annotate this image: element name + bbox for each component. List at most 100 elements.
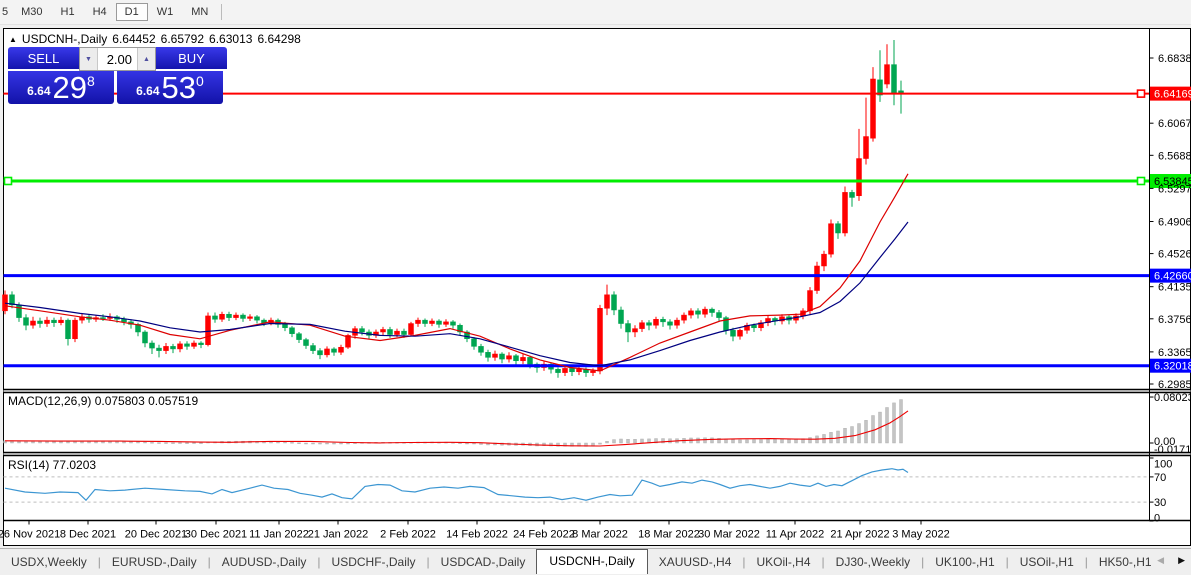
macd-histogram-bar [297, 442, 301, 444]
macd-axis-max: 0.08023 [1154, 392, 1191, 404]
level-marker[interactable] [3, 176, 13, 186]
macd-histogram-bar [143, 441, 147, 444]
buy-button[interactable]: BUY [156, 47, 227, 71]
rsi-axis-label: 70 [1154, 472, 1166, 484]
timeframe-button-MN[interactable]: MN [191, 6, 209, 18]
date-label: 3 May 2022 [892, 529, 949, 541]
chart-tab-hk50-h1[interactable]: HK50-,H1 [1098, 555, 1152, 569]
chart-tab-usdchf-daily[interactable]: USDCHF-,Daily [331, 555, 416, 569]
date-label: 8 Mar 2022 [572, 529, 628, 541]
macd-histogram-bar [717, 437, 721, 444]
chevron-down-icon: ▼ [85, 55, 92, 63]
ohlc-high: 6.65792 [160, 32, 205, 46]
candle-body [716, 312, 722, 318]
macd-histogram-bar [136, 441, 140, 444]
candle-body [842, 192, 848, 234]
macd-histogram-bar [773, 439, 777, 444]
candle-body [807, 290, 813, 312]
candle-body [744, 324, 750, 331]
chart-tab-uk100-h1[interactable]: UK100-,H1 [935, 555, 995, 569]
macd-histogram-bar [318, 442, 322, 445]
candle-body [576, 368, 582, 373]
candle-body [737, 330, 743, 337]
candle-body [471, 338, 477, 347]
candle-body [849, 192, 855, 198]
candle-body [100, 317, 106, 319]
chart-tab-xauusd-h4[interactable]: XAUUSD-,H4 [658, 555, 732, 569]
price-axis-label: 6.49060 [1158, 216, 1191, 228]
macd-histogram-bar [598, 442, 602, 445]
candle-body [282, 324, 288, 329]
date-label: 26 Nov 2021 [0, 529, 60, 541]
candle-body [730, 330, 736, 337]
candle-body [387, 329, 393, 335]
candle-body [562, 368, 568, 373]
level-marker[interactable] [1136, 89, 1146, 98]
macd-histogram-bar [549, 442, 553, 447]
timeframe-button-H4[interactable]: H4 [92, 6, 107, 18]
timeframe-button-M30[interactable]: M30 [21, 6, 43, 18]
volume-stepper: ▼ 2.00 ▲ [79, 47, 156, 71]
timeframe-button-H1[interactable]: H1 [60, 6, 75, 18]
chart-tab-usdcad-daily[interactable]: USDCAD-,Daily [440, 555, 526, 569]
candle-body [429, 320, 435, 324]
candle-body [870, 78, 876, 139]
candle-body [72, 319, 78, 340]
candle-body [51, 319, 57, 323]
panel-gap [3, 389, 1191, 393]
macd-histogram-bar [759, 439, 763, 444]
buy-price-prefix: 6.64 [136, 84, 160, 98]
candle-body [863, 136, 869, 159]
macd-histogram-bar [465, 442, 469, 445]
chart-tab-audusd-daily[interactable]: AUDUSD-,Daily [221, 555, 307, 569]
candle-body [569, 368, 575, 373]
chart-tab-usdx-weekly[interactable]: USDX,Weekly [11, 555, 87, 569]
macd-histogram-bar [199, 442, 203, 444]
sell-button[interactable]: SELL [8, 47, 79, 71]
tab-scroll-left-icon[interactable]: ◀ [1157, 555, 1165, 565]
chart-tab-ukoil-h4[interactable]: UKOil-,H4 [756, 555, 811, 569]
macd-histogram-bar [178, 442, 182, 444]
price-tag-label: 6.64169 [1154, 89, 1191, 101]
candle-body [345, 335, 351, 348]
price-axis-label: 6.56880 [1158, 150, 1191, 162]
candle-body [142, 331, 148, 344]
date-label: 30 Dec 2021 [185, 529, 247, 541]
price-axis-label: 6.45265 [1158, 249, 1191, 261]
candle-body [191, 342, 197, 347]
level-marker[interactable] [1136, 176, 1146, 186]
sell-price-button[interactable]: 6.64 29 8 [8, 71, 114, 104]
collapse-triangle-icon[interactable]: ▲ [9, 35, 17, 44]
ohlc-low: 6.63013 [209, 32, 253, 46]
chart-tab-usoil-h1[interactable]: USOil-,H1 [1019, 555, 1074, 569]
date-label: 14 Feb 2022 [446, 529, 508, 541]
tab-scroll-right-icon[interactable]: ▶ [1178, 555, 1185, 565]
chart-tab-eurusd-daily[interactable]: EURUSD-,Daily [111, 555, 197, 569]
volume-increase-button[interactable]: ▲ [137, 48, 155, 70]
price-axis-label: 6.52970 [1158, 183, 1191, 195]
candle-body [170, 346, 176, 350]
candle-body [709, 308, 715, 313]
candle-body [618, 309, 624, 324]
candle-body [254, 316, 260, 321]
candle-body [457, 324, 463, 333]
candle-body [338, 346, 344, 353]
volume-input[interactable]: 2.00 [106, 51, 132, 67]
macd-signal-line [4, 410, 909, 447]
candle-body [660, 319, 666, 323]
buy-price-button[interactable]: 6.64 53 0 [117, 71, 223, 104]
volume-decrease-button[interactable]: ▼ [80, 48, 98, 70]
macd-histogram-bar [619, 438, 623, 444]
price-tag-6.53845 [1150, 173, 1191, 188]
chart-tab-usdcnh-daily[interactable]: USDCNH-,Daily [536, 549, 648, 574]
timeframe-button-D1[interactable]: D1 [115, 3, 148, 21]
timeframe-button-W1[interactable]: W1 [156, 6, 174, 18]
timeframe-button-5[interactable]: 5 [2, 6, 9, 18]
price-axis-label: 6.41355 [1158, 282, 1191, 294]
panel-gap [3, 452, 1191, 456]
candle-body [65, 319, 71, 340]
rsi-axis-label: 30 [1154, 497, 1166, 509]
candle-body [667, 321, 673, 326]
chart-tab-dj30-weekly[interactable]: DJ30-,Weekly [835, 555, 911, 569]
